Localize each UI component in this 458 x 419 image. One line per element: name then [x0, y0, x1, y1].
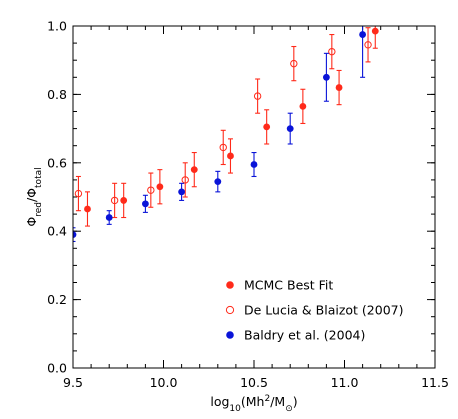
data-point [84, 205, 91, 213]
data-point [253, 92, 262, 100]
data-point [120, 197, 128, 204]
x-tick-label: 10.5 [240, 375, 268, 390]
plot-frame [72, 25, 436, 369]
data-point [371, 27, 379, 35]
data-point [178, 188, 186, 196]
y-tick-label: 0.8 [47, 87, 67, 102]
data-point [110, 196, 119, 205]
x-axis-title-mid: /M [270, 394, 285, 409]
data-point [299, 102, 307, 110]
y-axis-title: Φred/Φtotal [24, 167, 44, 226]
x-tick-label: 9.5 [63, 375, 83, 390]
legend: MCMC Best Fit De Lucia & Blaizot (2007) Ba… [225, 278, 404, 343]
x-tick-label: 10.0 [150, 375, 178, 390]
data-point [323, 73, 330, 81]
series-1 [84, 26, 379, 227]
x-axis-title-sup: 2 [264, 394, 270, 404]
data-point [290, 59, 298, 68]
data-point [190, 166, 198, 174]
data-point [73, 231, 77, 239]
legend-label: Baldry et al. (2004) [244, 328, 365, 343]
x-axis-title-sub: ⊙ [285, 404, 293, 414]
x-axis-title-open: (Mh [241, 394, 265, 409]
legend-marker [225, 305, 235, 315]
data-point [147, 186, 155, 194]
data-point [105, 214, 113, 221]
y-axis-title-b: Φ [24, 188, 39, 198]
y-axis-title-a-sub: red [34, 202, 44, 217]
y-tick-label: 0.2 [47, 292, 67, 307]
legend-marker [226, 331, 234, 339]
x-axis-title: log10(Mh2/M⊙) [210, 394, 297, 414]
data-point [74, 189, 83, 198]
data-point [250, 161, 258, 168]
x-tick-label: 11.0 [331, 375, 359, 390]
data-point [359, 31, 366, 38]
data-point [227, 152, 234, 160]
x-axis-title-base: log [210, 394, 229, 409]
y-tick-label: 0.0 [47, 361, 67, 376]
series-3 [73, 26, 366, 243]
data-point [181, 176, 189, 184]
legend-marker [226, 281, 234, 289]
legend-label: De Lucia & Blaizot (2007) [244, 303, 404, 318]
x-axis-title-base-sub: 10 [229, 404, 241, 414]
series-2 [74, 27, 372, 219]
y-axis-title-b-sub: total [34, 167, 44, 188]
data-point [142, 200, 149, 208]
y-tick-label: 0.6 [47, 155, 67, 170]
data-point [214, 178, 222, 186]
series-layer [73, 26, 379, 243]
x-tick-label: 11.5 [421, 375, 449, 390]
data-point [328, 47, 336, 56]
data-point [219, 143, 227, 152]
x-axis-title-close: ) [293, 394, 298, 409]
data-point [286, 125, 294, 132]
y-tick-label: 1.0 [47, 19, 67, 34]
y-axis-title-slash: / [24, 197, 39, 202]
data-point [335, 84, 343, 91]
data-point [364, 41, 372, 49]
data-point [156, 183, 164, 191]
y-axis-title-a: Φ [24, 217, 39, 227]
legend-label: MCMC Best Fit [244, 278, 333, 293]
y-tick-label: 0.4 [47, 224, 67, 239]
tick-labels: 9.5 10.0 10.5 11.0 11.5 0.0 0.2 0.4 0.6 0.8 1.0 [47, 19, 449, 391]
data-point [263, 123, 271, 131]
